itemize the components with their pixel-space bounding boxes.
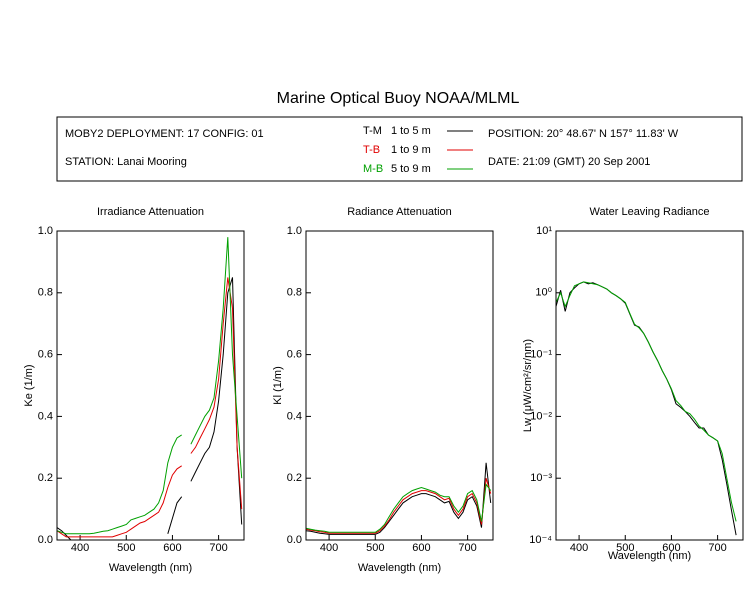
x-tick-label: 400 bbox=[320, 542, 338, 554]
y-tick-label: 0.0 bbox=[287, 534, 302, 546]
series-line bbox=[305, 478, 492, 534]
x-tick-label: 500 bbox=[616, 542, 634, 554]
y-tick-label: 0.8 bbox=[38, 287, 53, 299]
y-tick-label: 10⁻³ bbox=[530, 472, 552, 484]
series-line bbox=[305, 462, 492, 535]
x-tick-label: 600 bbox=[662, 542, 680, 554]
legend-name: M-B bbox=[363, 163, 383, 175]
position: POSITION: 20° 48.67' N 157° 11.83' W bbox=[488, 128, 679, 140]
x-tick-label: 500 bbox=[366, 542, 384, 554]
y-tick-label: 10⁻² bbox=[530, 410, 552, 422]
x-tick-label: 700 bbox=[708, 542, 726, 554]
deployment: MOBY2 DEPLOYMENT: 17 CONFIG: 01 bbox=[65, 128, 264, 140]
y-tick-label: 0.2 bbox=[38, 472, 53, 484]
y-tick-label: 1.0 bbox=[38, 225, 53, 237]
legend-name: T-M bbox=[363, 125, 382, 137]
x-axis-label: Wavelength (nm) bbox=[608, 550, 691, 562]
legend-depth: 1 to 9 m bbox=[391, 144, 431, 156]
y-tick-label: 10⁰ bbox=[535, 287, 552, 299]
x-tick-label: 600 bbox=[163, 542, 181, 554]
y-tick-label: 0.4 bbox=[38, 410, 53, 422]
y-tick-label: 0.2 bbox=[287, 472, 302, 484]
plot-frame bbox=[305, 230, 494, 541]
y-tick-label: 0.4 bbox=[287, 410, 302, 422]
y-tick-label: 10¹ bbox=[536, 225, 552, 237]
x-tick-label: 500 bbox=[117, 542, 135, 554]
page-title: Marine Optical Buoy NOAA/MLML bbox=[277, 90, 520, 107]
y-tick-label: 0.0 bbox=[38, 534, 53, 546]
y-tick-label: 1.0 bbox=[287, 225, 302, 237]
legend-depth: 1 to 5 m bbox=[391, 125, 431, 137]
y-tick-label: 0.6 bbox=[38, 349, 53, 361]
legend-depth: 5 to 9 m bbox=[391, 163, 431, 175]
station: STATION: Lanai Mooring bbox=[65, 156, 187, 168]
x-tick-label: 600 bbox=[412, 542, 430, 554]
chart-title: Irradiance Attenuation bbox=[97, 206, 204, 218]
series-line bbox=[305, 483, 492, 533]
y-tick-label: 10⁻⁴ bbox=[529, 534, 552, 546]
y-tick-label: 10⁻¹ bbox=[530, 349, 552, 361]
series-line bbox=[56, 277, 243, 541]
date: DATE: 21:09 (GMT) 20 Sep 2001 bbox=[488, 156, 650, 168]
plot-frame bbox=[555, 230, 744, 541]
series-line bbox=[555, 281, 737, 522]
y-axis-label: Ke (1/m) bbox=[23, 364, 35, 406]
plot-frame bbox=[56, 230, 245, 541]
y-tick-label: 0.8 bbox=[287, 287, 302, 299]
x-axis-label: Wavelength (nm) bbox=[358, 562, 441, 574]
x-axis-label: Wavelength (nm) bbox=[109, 562, 192, 574]
x-tick-label: 700 bbox=[209, 542, 227, 554]
series-line bbox=[555, 281, 737, 536]
y-axis-label: Kl (1/m) bbox=[272, 366, 284, 405]
x-tick-label: 400 bbox=[71, 542, 89, 554]
x-tick-label: 400 bbox=[570, 542, 588, 554]
series-line bbox=[56, 277, 243, 538]
y-axis-label: Lw (μW/cm²/sr/nm) bbox=[522, 339, 534, 432]
legend-name: T-B bbox=[363, 144, 380, 156]
chart-title: Water Leaving Radiance bbox=[589, 206, 709, 218]
x-tick-label: 700 bbox=[458, 542, 476, 554]
y-tick-label: 0.6 bbox=[287, 349, 302, 361]
series-line bbox=[56, 237, 243, 535]
chart-title: Radiance Attenuation bbox=[347, 206, 452, 218]
info-box bbox=[56, 116, 743, 182]
